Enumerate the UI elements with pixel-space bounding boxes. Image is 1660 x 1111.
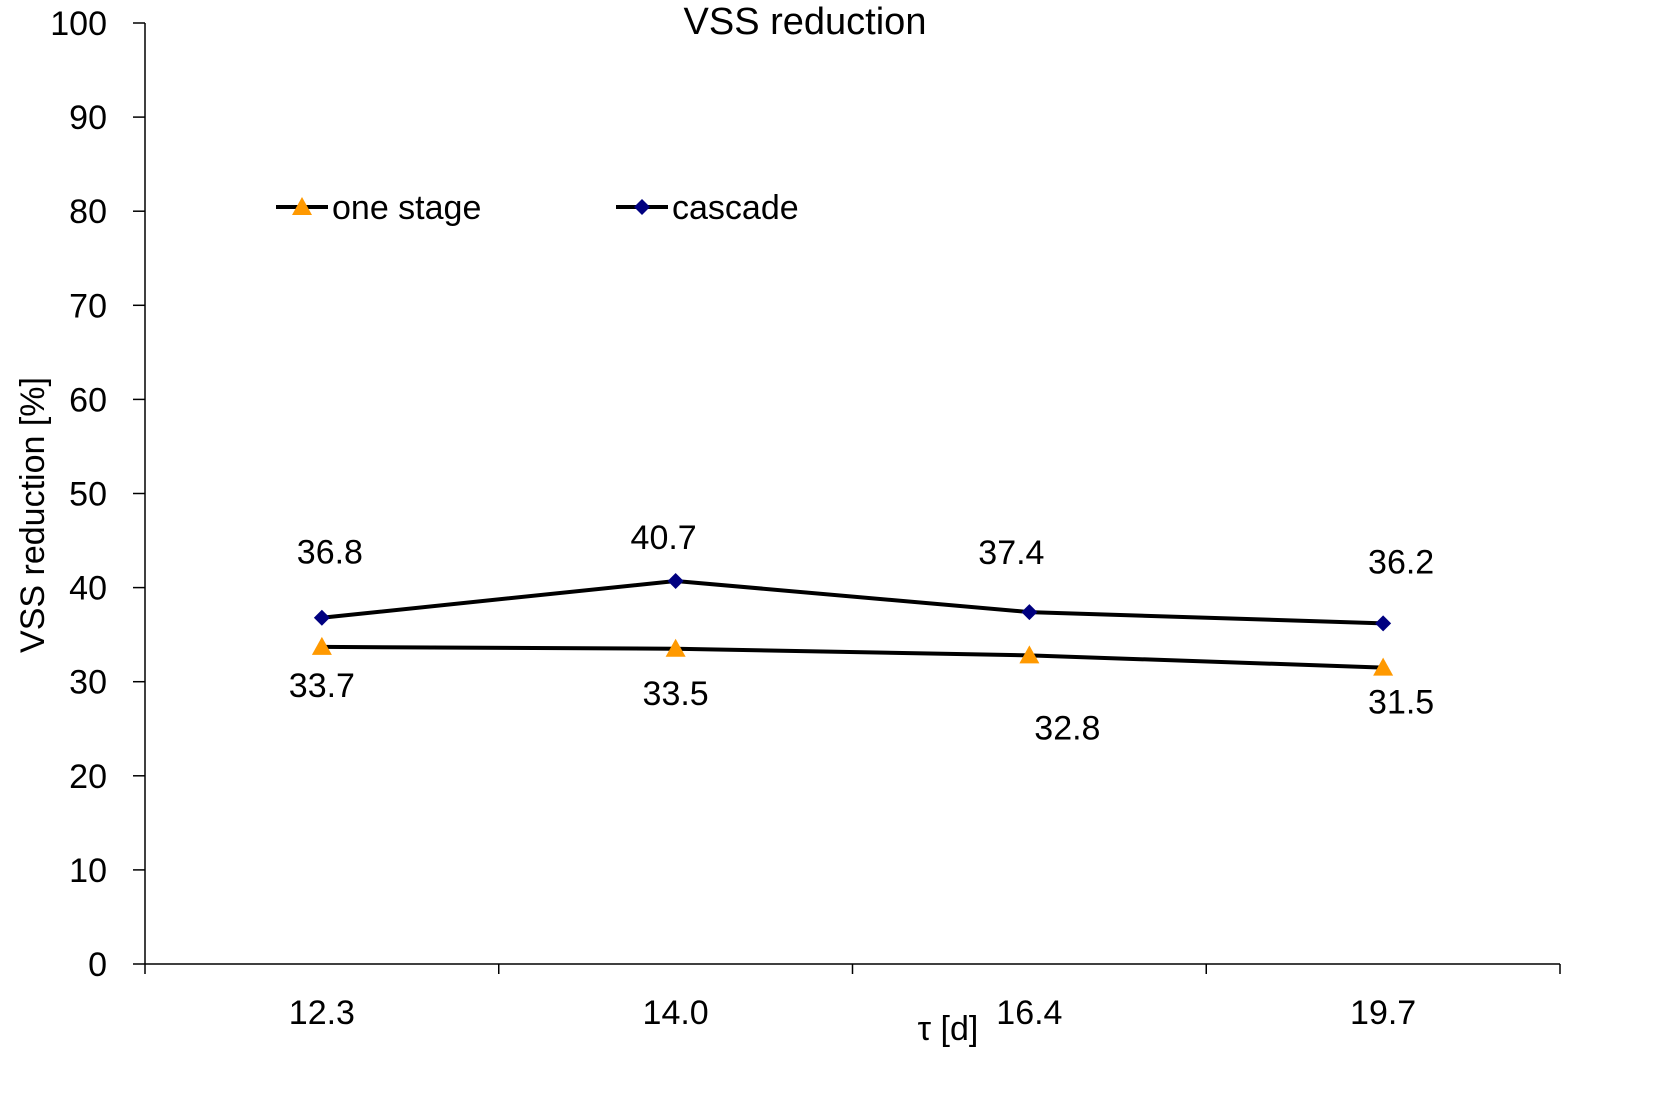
series-layer: 33.7 33.5 32.8 31.5 36.8 40.7 37.4 36.2 (289, 519, 1434, 747)
data-point (1019, 645, 1040, 664)
data-label: 33.7 (289, 667, 355, 705)
legend-marker (634, 199, 650, 215)
y-tick-label: 60 (69, 381, 107, 419)
series-line (321, 644, 1384, 670)
y-tick-label: 100 (50, 5, 107, 43)
data-point (1021, 604, 1038, 621)
data-point (311, 636, 332, 655)
y-tick-label: 80 (69, 193, 107, 231)
data-label: 33.5 (643, 675, 709, 713)
legend-item: one stage (276, 189, 481, 227)
series-one-stage: 33.7 33.5 32.8 31.5 (289, 636, 1434, 747)
x-tick-label: 12.3 (289, 994, 355, 1032)
y-tick-label: 70 (69, 287, 107, 325)
y-tick-label: 10 (69, 852, 107, 890)
y-tick-label: 30 (69, 664, 107, 702)
data-point (313, 609, 330, 626)
y-axis-ticks: 0 10 20 30 40 50 60 70 80 90 100 (50, 5, 145, 984)
series-line (321, 579, 1384, 626)
x-tick-label: 16.4 (996, 994, 1062, 1032)
y-tick-label: 0 (88, 946, 107, 984)
data-label: 32.8 (1034, 709, 1100, 747)
legend-item: cascade (616, 189, 799, 227)
y-tick-label: 50 (69, 476, 107, 514)
data-label: 31.5 (1368, 684, 1434, 722)
y-tick-label: 90 (69, 99, 107, 137)
legend: one stage cascade (276, 189, 799, 227)
data-label: 40.7 (631, 519, 697, 557)
y-tick-label: 20 (69, 758, 107, 796)
data-point (667, 573, 684, 590)
data-point (1373, 657, 1394, 676)
x-tick-label: 14.0 (643, 994, 709, 1032)
series-cascade: 36.8 40.7 37.4 36.2 (297, 519, 1434, 632)
data-point (665, 638, 686, 657)
chart-title: VSS reduction (684, 1, 927, 43)
data-label: 37.4 (978, 534, 1044, 572)
y-axis-label: VSS reduction [%] (14, 377, 52, 653)
x-axis-ticks: 12.3 14.0 16.4 19.7 (144, 964, 1561, 1032)
data-label: 36.8 (297, 534, 363, 572)
x-axis-label: τ [d] (918, 1010, 979, 1048)
y-tick-label: 40 (69, 570, 107, 608)
x-tick-label: 19.7 (1350, 994, 1416, 1032)
legend-label: one stage (332, 189, 481, 227)
legend-marker (292, 197, 312, 215)
data-label: 36.2 (1368, 543, 1434, 581)
legend-label: cascade (672, 189, 799, 227)
data-point (1375, 615, 1392, 632)
